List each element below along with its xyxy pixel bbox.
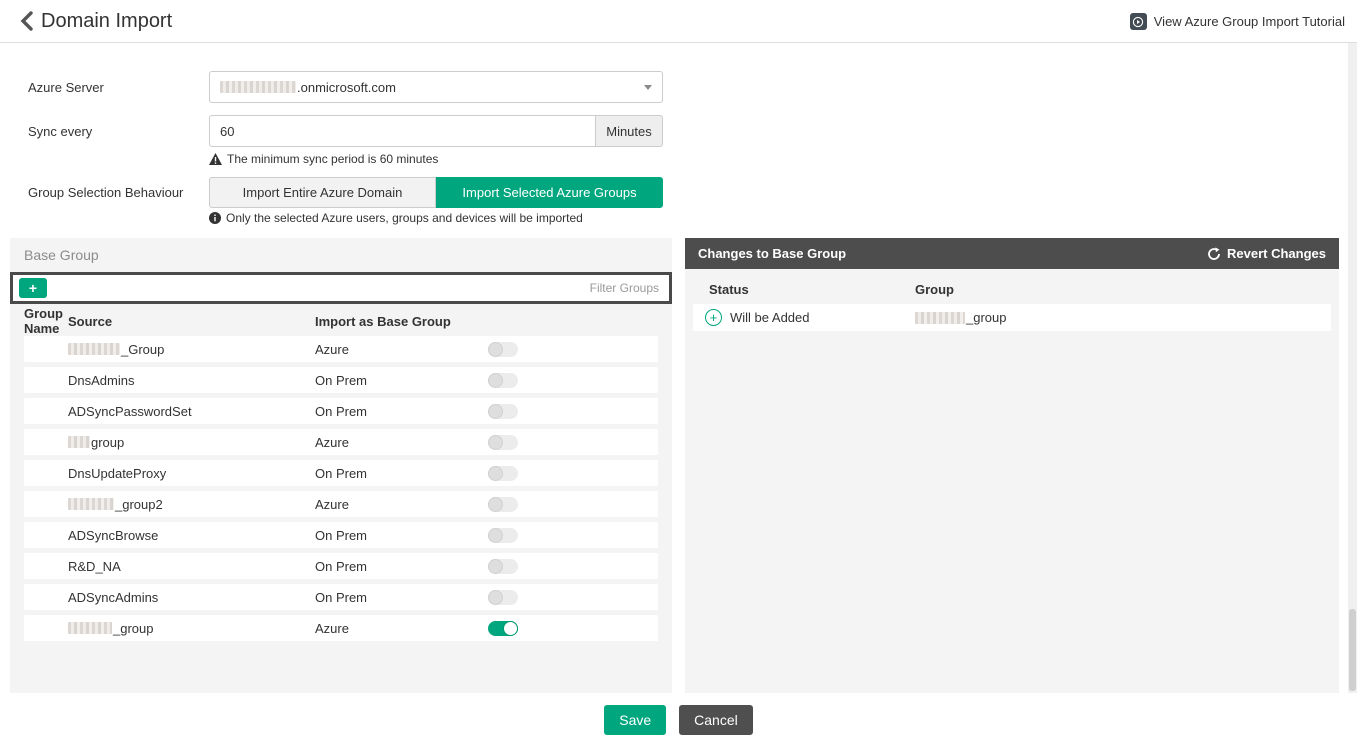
group-name-cell: ADSyncBrowse xyxy=(68,527,159,543)
group-name-cell: _Group xyxy=(68,342,315,357)
sync-every-input[interactable] xyxy=(209,115,596,147)
tutorial-link-label: View Azure Group Import Tutorial xyxy=(1153,14,1345,29)
video-play-icon xyxy=(1129,13,1147,30)
footer-actions: Save Cancel xyxy=(0,705,1357,735)
filter-groups-input[interactable] xyxy=(47,275,669,301)
base-group-table-header: Group Name Source Import as Base Group xyxy=(24,306,658,336)
column-header-group: Group xyxy=(915,281,954,297)
base-group-panel-title: Base Group xyxy=(24,247,99,263)
source-cell: On Prem xyxy=(315,558,368,574)
source-cell: Azure xyxy=(315,341,349,357)
group-selection-toggle: Import Entire Azure Domain Import Select… xyxy=(209,177,663,208)
import-as-base-group-toggle[interactable] xyxy=(488,434,518,450)
source-cell: On Prem xyxy=(315,372,368,388)
base-group-panel: Base Group + Group Name Source Import as… xyxy=(10,238,672,693)
changes-table-header: Status Group xyxy=(693,274,1331,304)
group-name-cell: DnsAdmins xyxy=(68,372,135,388)
table-row: DnsUpdateProxy On Prem xyxy=(24,460,658,486)
sync-warning: The minimum sync period is 60 minutes xyxy=(209,152,438,166)
column-header-status: Status xyxy=(709,281,749,297)
source-cell: On Prem xyxy=(315,403,368,419)
redacted-text xyxy=(68,343,120,355)
import-as-base-group-toggle[interactable] xyxy=(488,620,518,636)
redacted-text xyxy=(68,622,112,634)
import-as-base-group-toggle[interactable] xyxy=(488,403,518,419)
azure-server-select[interactable]: .onmicrosoft.com xyxy=(209,71,663,103)
minutes-unit-addon: Minutes xyxy=(596,115,663,147)
source-cell: On Prem xyxy=(315,465,368,481)
changes-table-body: + Will be Added _group xyxy=(685,304,1339,331)
import-as-base-group-toggle[interactable] xyxy=(488,496,518,512)
back-button[interactable] xyxy=(20,11,33,31)
table-row: _Group Azure xyxy=(24,336,658,362)
changes-panel-header: Changes to Base Group Revert Changes xyxy=(685,238,1339,269)
scrollbar-thumb[interactable] xyxy=(1349,609,1356,691)
source-cell: Azure xyxy=(315,496,349,512)
group-name-cell: R&D_NA xyxy=(68,558,121,574)
import-as-base-group-toggle[interactable] xyxy=(488,465,518,481)
redacted-text xyxy=(915,311,965,324)
tutorial-link[interactable]: View Azure Group Import Tutorial xyxy=(1129,0,1345,43)
cancel-button[interactable]: Cancel xyxy=(679,705,753,735)
status-cell: + Will be Added xyxy=(705,309,915,326)
warning-triangle-icon xyxy=(209,153,222,165)
info-circle-icon xyxy=(209,212,221,224)
table-row: _group2 Azure xyxy=(24,491,658,517)
group-cell: _group xyxy=(915,310,1331,325)
redacted-text xyxy=(68,498,114,510)
source-cell: On Prem xyxy=(315,589,368,605)
import-as-base-group-toggle[interactable] xyxy=(488,527,518,543)
add-group-button[interactable]: + xyxy=(19,278,47,298)
group-name-cell: _group xyxy=(68,621,315,636)
import-as-base-group-toggle[interactable] xyxy=(488,558,518,574)
refresh-icon xyxy=(1207,246,1221,261)
vertical-scrollbar[interactable] xyxy=(1348,43,1357,693)
table-row: ADSyncPasswordSet On Prem xyxy=(24,398,658,424)
table-row: DnsAdmins On Prem xyxy=(24,367,658,393)
column-header-source: Source xyxy=(68,313,113,329)
chevron-left-icon xyxy=(20,11,33,31)
table-row: _group Azure xyxy=(24,615,658,641)
import-entire-domain-button[interactable]: Import Entire Azure Domain xyxy=(209,177,436,208)
table-row: R&D_NA On Prem xyxy=(24,553,658,579)
group-selection-label: Group Selection Behaviour xyxy=(28,185,184,200)
changes-row: + Will be Added _group xyxy=(693,304,1331,331)
source-cell: Azure xyxy=(315,434,349,450)
group-filter-bar: + xyxy=(10,272,672,304)
table-row: ADSyncAdmins On Prem xyxy=(24,584,658,610)
group-name-cell: ADSyncAdmins xyxy=(68,589,159,605)
azure-server-label: Azure Server xyxy=(28,80,104,95)
group-selection-info: Only the selected Azure users, groups an… xyxy=(209,211,583,225)
save-button[interactable]: Save xyxy=(604,705,667,735)
top-bar: Domain Import View Azure Group Import Tu… xyxy=(0,0,1357,43)
source-cell: Azure xyxy=(315,620,349,636)
column-header-import: Import as Base Group xyxy=(315,313,451,329)
changes-panel-title: Changes to Base Group xyxy=(698,246,847,261)
sync-every-label: Sync every xyxy=(28,124,93,139)
chevron-down-icon xyxy=(644,85,652,90)
group-name-cell: DnsUpdateProxy xyxy=(68,465,167,481)
group-name-cell: ADSyncPasswordSet xyxy=(68,403,192,419)
redacted-text xyxy=(220,81,296,93)
column-header-group-name: Group Name xyxy=(24,306,63,336)
base-group-table-body: _Group Azure DnsAdmins On Prem ADSyncPasswor… xyxy=(10,336,672,641)
table-row: group Azure xyxy=(24,429,658,455)
redacted-text xyxy=(68,436,90,448)
import-as-base-group-toggle[interactable] xyxy=(488,341,518,357)
import-selected-groups-button[interactable]: Import Selected Azure Groups xyxy=(436,177,663,208)
source-cell: On Prem xyxy=(315,527,368,543)
table-row: ADSyncBrowse On Prem xyxy=(24,522,658,548)
group-name-cell: group xyxy=(68,435,315,450)
import-as-base-group-toggle[interactable] xyxy=(488,372,518,388)
changes-panel: Changes to Base Group Revert Changes Sta… xyxy=(685,238,1339,693)
revert-changes-button[interactable]: Revert Changes xyxy=(1207,246,1326,261)
azure-server-value: .onmicrosoft.com xyxy=(297,79,396,95)
import-as-base-group-toggle[interactable] xyxy=(488,589,518,605)
plus-circle-icon: + xyxy=(705,309,722,326)
group-name-cell: _group2 xyxy=(68,497,315,512)
page-title: Domain Import xyxy=(41,9,173,32)
